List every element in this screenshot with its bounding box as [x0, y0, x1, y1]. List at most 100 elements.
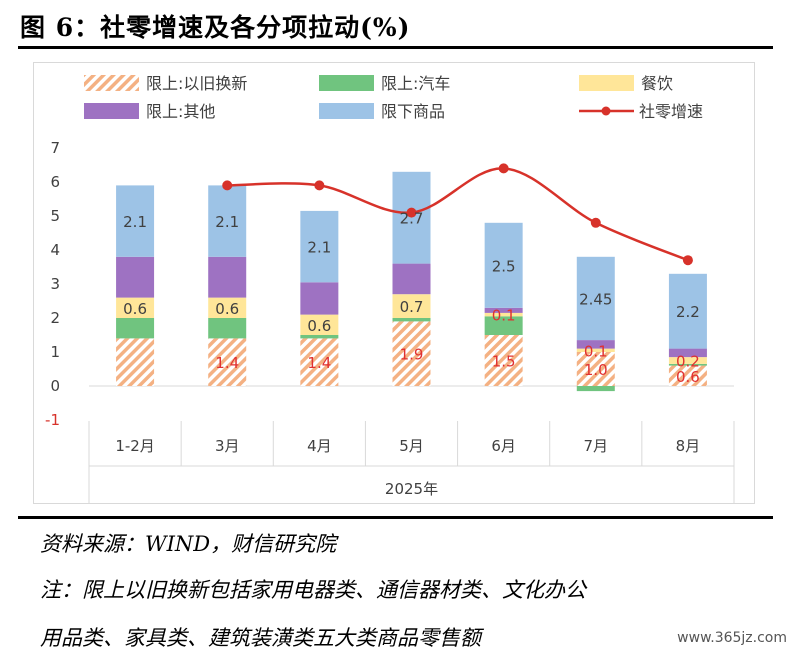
bar-segment	[392, 318, 431, 322]
chart-axes: -1 0 1 2 3 4 5 6 7 1-2月 3月 4月 5月 6月 7月 8月 2025年	[45, 139, 735, 503]
bar-segment	[116, 297, 155, 318]
bar-value-label: 2.7	[400, 210, 424, 228]
bar-segment	[668, 348, 707, 358]
legend-label: 限下商品	[381, 102, 445, 121]
bar-value-label: 0.1	[584, 342, 608, 360]
chart-bars	[116, 171, 707, 392]
bar-value-label: 1.4	[215, 354, 239, 372]
footnote-line-1: 注：限上以旧换新包括家用电器类、通信器材类、文化办公	[40, 578, 586, 602]
y-tick-label: 4	[50, 241, 60, 259]
footnote-line-2: 用品类、家具类、建筑装潢类五大类商品零售额	[40, 626, 481, 650]
bar-value-label: 2.2	[676, 303, 700, 321]
x-tick-label: 4月	[307, 437, 332, 455]
bar-value-label: 2.45	[579, 290, 612, 308]
line-point	[498, 163, 509, 174]
bar-segment	[116, 256, 155, 298]
line-point	[590, 217, 601, 228]
bar-segment	[576, 352, 615, 386]
bar-segment	[484, 222, 523, 308]
y-tick-label: 6	[50, 173, 60, 191]
bar-segment	[300, 210, 339, 283]
bar-value-label: 1.0	[584, 361, 608, 379]
y-tick-label: 7	[50, 139, 60, 157]
bar-value-label: 0.1	[492, 307, 516, 325]
bottom-rule	[18, 516, 773, 519]
y-tick-label: 2	[50, 309, 60, 327]
bar-segment	[116, 318, 155, 339]
legend-swatch	[84, 103, 139, 119]
bar-value-label: 0.2	[676, 353, 700, 371]
y-tick-label: 0	[50, 377, 60, 395]
bar-segment	[668, 273, 707, 349]
x-tick-label: 1-2月	[115, 437, 155, 455]
x-axis-title: 2025年	[385, 480, 438, 498]
bar-segment	[208, 185, 247, 257]
bar-value-label: 0.6	[676, 368, 700, 386]
bar-value-label: 1.5	[492, 353, 516, 371]
bar-segment	[484, 335, 523, 386]
bar-segment	[300, 338, 339, 386]
bar-segment	[392, 321, 431, 386]
legend-swatch	[319, 75, 374, 91]
bar-value-label: 0.7	[400, 298, 424, 316]
bar-segment	[300, 314, 339, 335]
bar-segment	[392, 263, 431, 295]
legend-swatch	[579, 75, 634, 91]
bar-segment	[116, 338, 155, 386]
x-tick-label: 7月	[584, 437, 609, 455]
line-point	[314, 180, 325, 191]
line-point	[222, 180, 233, 191]
legend-label: 餐饮	[641, 74, 673, 93]
bar-segment	[484, 316, 523, 335]
legend-label: 限上:以旧换新	[146, 74, 247, 93]
bar-segment	[484, 307, 523, 313]
legend-swatch	[84, 75, 139, 91]
bar-value-label: 2.1	[307, 239, 331, 257]
bar-segment	[208, 297, 247, 318]
legend-swatch	[319, 103, 374, 119]
bar-segment	[668, 363, 707, 366]
bar-segment	[668, 365, 707, 386]
bar-segment	[208, 338, 247, 386]
figure-title: 图 6：社零增速及各分项拉动(%)	[20, 13, 411, 42]
bar-segment	[208, 318, 247, 339]
bar-value-label: 0.6	[123, 300, 147, 318]
line-point	[682, 255, 693, 266]
bar-value-label: 2.1	[215, 213, 239, 231]
chart-value-labels: 0.6 2.1 1.4 0.6 2.1 1.4 0.6 2.1 1.9 0.7 2.7 1.5 0.1 2…	[123, 210, 700, 386]
chart-frame: 限上:以旧换新 限上:汽车 餐饮 限上:其他 限下商品 社零增速 -1 0 1 2 3 4 5 6 7 1-…	[33, 62, 755, 504]
bar-segment	[116, 185, 155, 257]
bar-segment	[668, 357, 707, 364]
bar-segment	[300, 335, 339, 339]
bar-segment	[300, 282, 339, 315]
bar-value-label: 0.6	[215, 300, 239, 318]
bar-value-label: 0.6	[307, 317, 331, 335]
x-tick-label: 8月	[676, 437, 701, 455]
bar-value-label: 1.9	[400, 346, 424, 364]
bar-segment	[576, 256, 615, 341]
bar-segment	[392, 171, 431, 264]
x-tick-label: 3月	[215, 437, 240, 455]
y-tick-label: 3	[50, 275, 60, 293]
legend-label: 社零增速	[639, 102, 703, 121]
bar-value-label: 2.5	[492, 257, 516, 275]
bar-segment	[392, 294, 431, 318]
y-tick-label: 5	[50, 207, 60, 225]
bar-segment	[576, 348, 615, 352]
top-rule	[18, 46, 773, 49]
line-path	[227, 167, 689, 262]
bar-segment	[208, 256, 247, 298]
y-tick-label: -1	[45, 411, 60, 429]
bar-segment	[576, 386, 615, 392]
x-tick-label: 6月	[491, 437, 516, 455]
line-point	[406, 207, 417, 218]
watermark: www.365jz.com	[677, 630, 787, 646]
legend-label: 限上:其他	[146, 102, 215, 121]
bar-segment	[576, 340, 615, 349]
x-tick-label: 5月	[399, 437, 424, 455]
bar-segment	[484, 312, 523, 317]
legend-swatch-marker	[601, 106, 611, 116]
chart-line-series	[222, 163, 693, 266]
